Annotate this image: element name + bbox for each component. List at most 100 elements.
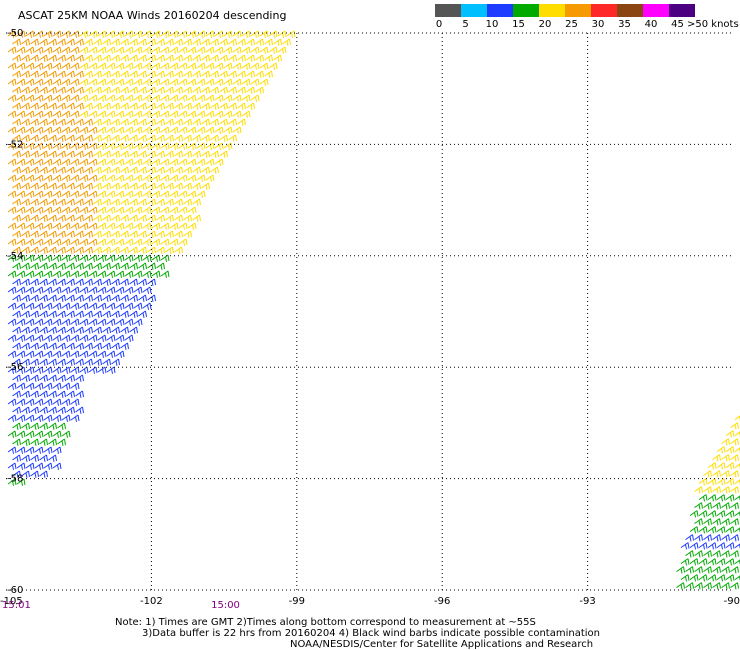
wind-barb [712,470,721,478]
wind-barb [97,62,107,70]
wind-barb [106,350,116,358]
wind-barb [725,462,735,470]
wind-barb [39,374,48,382]
wind-barb [676,582,685,590]
wind-barb [703,486,712,494]
wind-barb [178,158,188,166]
wind-barb [703,502,712,510]
wind-barb [268,62,278,70]
wind-barb [21,422,30,430]
wind-barb [120,118,129,126]
wind-barb [52,30,62,38]
wind-barb [707,526,717,534]
wind-barb [16,222,26,230]
wind-barb [246,102,255,110]
wind-barb [61,110,71,118]
wind-barb [66,390,75,398]
wind-barb [187,110,197,118]
wind-barb [43,446,53,454]
wind-barb [129,118,138,126]
wind-barb [57,166,66,174]
wind-barb [165,166,174,174]
wind-barb [124,158,134,166]
wind-barb [39,198,48,206]
wind-barb [183,70,192,78]
wind-barb [174,102,183,110]
wind-barb [57,262,66,270]
wind-barb [88,30,98,38]
wind-barb [201,150,210,158]
wind-barb [61,46,71,54]
wind-barb [201,134,210,142]
wind-barb [241,94,251,102]
wind-barb [169,110,179,118]
wind-barb [93,310,102,318]
wind-barb [232,110,242,118]
wind-barb [12,102,21,110]
wind-barb [115,158,125,166]
wind-barb [75,294,84,302]
wind-barb [61,238,71,246]
wind-barb [30,54,39,62]
wind-barb [205,158,215,166]
wind-barb [734,575,740,582]
wind-barb [102,294,111,302]
wind-barb [70,110,80,118]
wind-barb [156,38,165,46]
wind-barb [43,334,53,342]
wind-barb [151,46,161,54]
wind-barb [712,582,721,590]
wind-barb [219,118,228,126]
wind-barb [25,446,35,454]
wind-barb [138,198,147,206]
wind-barb [93,230,102,238]
wind-barb [106,110,116,118]
wind-barb [75,70,84,78]
wind-barb [160,142,170,150]
wind-barb [734,559,740,566]
wind-barb [138,38,147,46]
legend-swatch [461,4,487,17]
wind-barb [52,302,62,310]
wind-barb [12,182,21,190]
wind-barb [48,406,57,414]
wind-barb [160,62,170,70]
wind-barb [268,46,278,54]
wind-barb [7,158,17,166]
wind-barb [88,318,98,326]
wind-barb [79,110,89,118]
wind-barb [734,415,740,422]
wind-barb [48,134,57,142]
wind-barb [61,94,71,102]
wind-barb [246,86,255,94]
wind-barb [106,286,116,294]
wind-barb [111,342,120,350]
wind-barb [7,334,17,342]
wind-barb [286,30,296,38]
wind-barb [255,70,264,78]
wind-barb [187,142,197,150]
wind-barb [147,214,156,222]
wind-barb [30,438,39,446]
wind-barb [730,470,739,478]
wind-barb [61,286,71,294]
wind-barb [716,558,726,566]
wind-barb [88,126,98,134]
wind-barb [187,62,197,70]
wind-barb [196,174,206,182]
wind-barb [192,150,201,158]
wind-barb [133,238,143,246]
wind-barb [39,358,48,366]
wind-barb [30,374,39,382]
wind-barb [165,214,174,222]
wind-barb [75,198,84,206]
y-tick-label: -58 [7,474,23,485]
wind-barb [48,54,57,62]
wind-barb [66,150,75,158]
legend-label: 25 [565,19,578,30]
wind-barb [174,246,183,254]
wind-barb [138,54,147,62]
wind-barb [214,46,224,54]
wind-barb [187,30,197,38]
wind-barb [273,54,282,62]
